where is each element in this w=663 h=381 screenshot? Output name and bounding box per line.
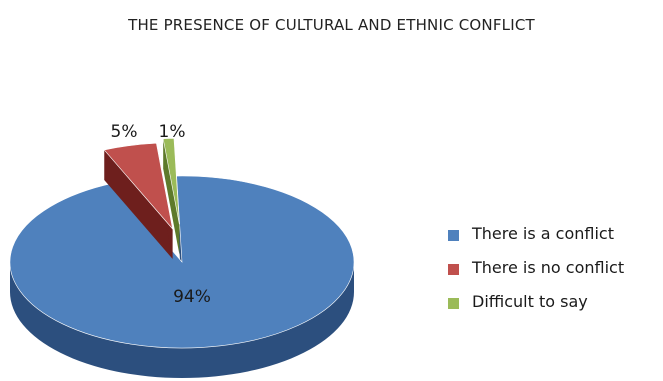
legend-label-no-conflict: There is no conflict xyxy=(472,258,625,277)
legend-swatch-conflict xyxy=(448,230,459,241)
pie-slice-conflict xyxy=(9,175,355,378)
pie-slice-no-conflict xyxy=(103,142,174,259)
pie-slice-difficult xyxy=(162,138,180,255)
pie-label-difficult: 1% xyxy=(159,122,186,142)
legend-swatch-no-conflict xyxy=(448,264,459,275)
legend-label-conflict: There is a conflict xyxy=(472,224,614,243)
chart-title: THE PRESENCE OF CULTURAL AND ETHNIC CONF… xyxy=(128,16,535,34)
legend-item-conflict: There is a conflict xyxy=(448,222,660,256)
legend-label-difficult: Difficult to say xyxy=(472,292,588,311)
pie-label-conflict: 94% xyxy=(173,287,211,307)
chart-legend: There is a conflict There is no conflict… xyxy=(448,222,660,324)
legend-item-no-conflict: There is no conflict xyxy=(448,256,660,290)
legend-swatch-difficult xyxy=(448,298,459,309)
pie-label-no-conflict: 5% xyxy=(111,122,138,142)
legend-item-difficult: Difficult to say xyxy=(448,290,660,324)
